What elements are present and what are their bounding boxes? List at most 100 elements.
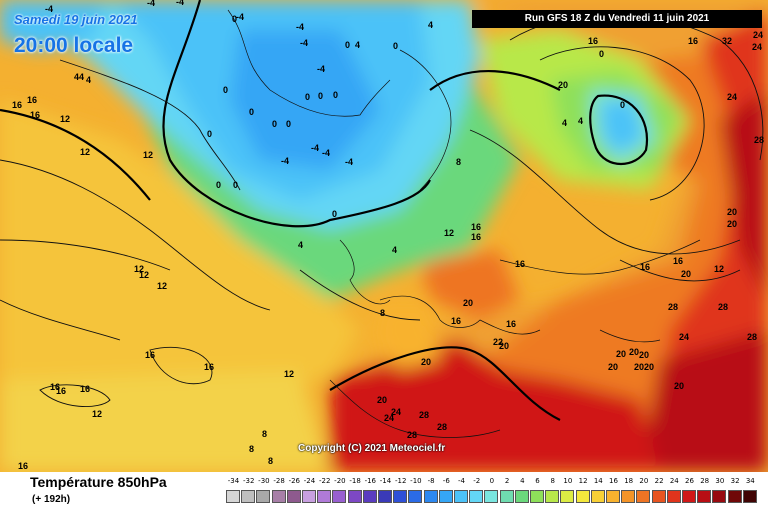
isotherm-value-label: 8: [262, 429, 267, 439]
legend-swatch: [241, 490, 256, 503]
legend-swatch: [560, 490, 575, 503]
isotherm-value-label: 16: [688, 36, 698, 46]
legend-label: -28: [273, 477, 285, 485]
isotherm-value-label: 16: [451, 316, 461, 326]
isotherm-value-label: 12: [92, 409, 102, 419]
legend-label: -14: [379, 477, 392, 485]
isotherm-value-label: 20: [616, 349, 626, 359]
legend-label: -8: [427, 477, 435, 485]
legend-label: 14: [593, 477, 603, 485]
legend-label: -20: [334, 477, 346, 485]
isotherm-value-label: 12: [444, 228, 454, 238]
isotherm-value-label: 20: [421, 357, 431, 367]
isotherm-value-label: 20: [558, 80, 568, 90]
legend-swatch: [454, 490, 468, 503]
legend-label: -32: [242, 477, 255, 485]
legend-label: -34: [227, 477, 240, 485]
isotherm-value-label: 0: [332, 209, 337, 219]
legend-swatch: [682, 490, 696, 503]
legend-label: 0: [489, 477, 495, 485]
legend-swatch: [606, 490, 620, 503]
isotherm-value-label: 0: [232, 14, 237, 24]
isotherm-value-label: 0: [333, 90, 338, 100]
isotherm-value-label: 16: [27, 95, 37, 105]
isotherm-value-label: 12: [139, 270, 149, 280]
legend-swatch: [697, 490, 712, 503]
legend-swatch: [666, 490, 681, 503]
isotherm-value-label: 44: [74, 72, 84, 82]
isotherm-value-label: 24: [391, 407, 401, 417]
legend-label: 18: [624, 477, 634, 485]
isotherm-value-label: 20: [463, 298, 473, 308]
legend-label: 28: [700, 477, 710, 485]
isotherm-value-label: 16: [471, 232, 481, 242]
isotherm-value-label: 20: [681, 269, 691, 279]
isotherm-value-label: 16: [50, 382, 60, 392]
isotherm-value-label: 20: [674, 381, 684, 391]
legend-label: -24: [303, 477, 316, 485]
isotherm-value-label: 20: [629, 347, 639, 357]
isotherm-value-label: 16: [18, 461, 28, 471]
legend-label: 10: [563, 477, 573, 485]
legend-swatch: [545, 490, 560, 503]
legend-label: 20: [639, 477, 649, 485]
legend-swatch: [226, 490, 240, 503]
isotherm-value-label: 0: [249, 107, 254, 117]
legend-label: -10: [410, 477, 422, 485]
isotherm-value-label: 0: [286, 119, 291, 129]
isotherm-value-label: 12: [60, 114, 70, 124]
isotherm-value-label: 16: [673, 256, 683, 266]
isotherm-value-label: 20: [499, 341, 509, 351]
isotherm-value-label: 12: [157, 281, 167, 291]
isotherm-value-label: 0: [599, 49, 604, 59]
isotherm-value-label: 16: [30, 110, 40, 120]
isotherm-value-label: 0: [233, 180, 238, 190]
legend-swatch: [621, 490, 636, 503]
lead-time: (+ 192h): [32, 494, 71, 505]
isotherm-value-label: 16: [471, 222, 481, 232]
isotherm-value-label: -4: [236, 12, 244, 22]
legend-swatch: [438, 490, 453, 503]
legend-swatch: [712, 490, 727, 503]
isotherm-value-label: 16: [506, 319, 516, 329]
legend-label: 12: [578, 477, 588, 485]
isotherm-value-label: 0: [207, 129, 212, 139]
legend-label: 24: [669, 477, 679, 485]
forecast-date: Samedi 19 juin 2021: [14, 12, 138, 27]
isotherm-value-label: 16: [56, 386, 66, 396]
isotherm-value-label: 16: [80, 384, 90, 394]
isotherm-value-label: 4: [578, 116, 583, 126]
isotherm-value-label: -4: [296, 22, 304, 32]
forecast-time: 20:00 locale: [14, 34, 134, 57]
isotherm-value-label: 0: [305, 92, 310, 102]
legend-label: 34: [745, 477, 755, 485]
copyright-notice: Copyright (C) 2021 Meteociel.fr: [298, 443, 446, 454]
model-run-label: Run GFS 18 Z du Vendredi 11 juin 2021: [472, 10, 762, 28]
isotherm-value-label: 4: [562, 118, 567, 128]
legend-label: 6: [535, 477, 540, 485]
isotherm-value-label: 28: [747, 332, 757, 342]
legend-swatch: [286, 490, 301, 503]
isotherm-value-label: -4: [300, 38, 308, 48]
isotherm-value-label: 32: [722, 36, 732, 46]
isotherm-value-label: 0: [345, 40, 350, 50]
legend-swatch: [727, 490, 742, 503]
isotherm-value-label: 16: [204, 362, 214, 372]
isotherm-value-label: 4: [392, 245, 397, 255]
isotherm-value-label: 0: [216, 180, 221, 190]
legend-swatch: [332, 490, 347, 503]
isotherm-value-label: 0: [272, 119, 277, 129]
legend-swatch: [302, 490, 316, 503]
legend-swatch: [469, 490, 484, 503]
isotherm-value-label: 24: [752, 42, 762, 52]
isotherm-value-label: 12: [143, 150, 153, 160]
legend-swatch: [423, 490, 438, 503]
legend-label: 4: [520, 477, 525, 485]
legend-label: -6: [442, 477, 450, 485]
legend-label: -16: [364, 477, 377, 485]
legend-label: 8: [550, 477, 555, 485]
isotherm-value-label: 12: [134, 264, 144, 274]
legend-swatch: [530, 490, 544, 503]
isotherm-value-label: 16: [12, 100, 22, 110]
